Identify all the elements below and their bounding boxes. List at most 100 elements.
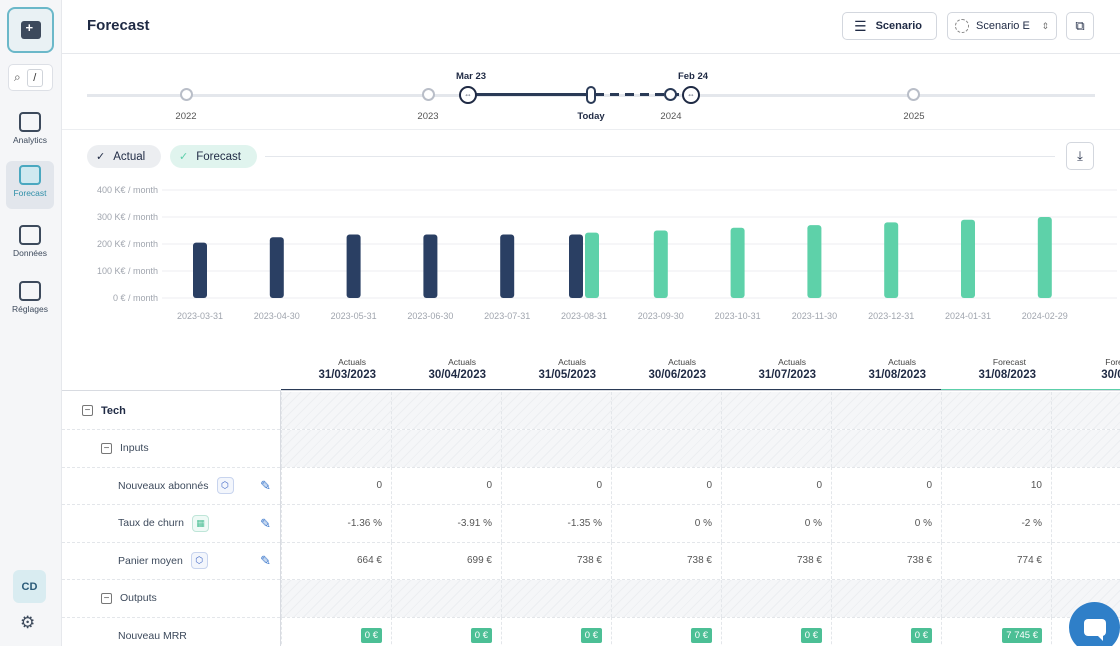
database-icon <box>19 225 41 245</box>
column-date: 30/06/2023 <box>648 369 706 381</box>
scenario-button[interactable]: ☰ Scenario <box>842 12 937 40</box>
table-cell[interactable]: -3.91 % <box>391 504 501 542</box>
column-header: Forecast 31/08/2023 <box>941 357 1051 391</box>
edit-icon[interactable]: ✎ <box>260 553 271 568</box>
chart-x-tick-label: 2024-01-31 <box>945 311 991 321</box>
avatar[interactable]: CD <box>13 570 46 603</box>
table-cell[interactable]: 0 <box>281 467 391 504</box>
table-cell[interactable]: 774 € <box>941 542 1051 579</box>
sliders-icon <box>19 281 41 301</box>
timeline-node-2025[interactable] <box>907 88 920 101</box>
table-cell[interactable]: 699 € <box>391 542 501 579</box>
table-cell <box>281 392 391 429</box>
column-kind: Forecas <box>1105 357 1120 367</box>
table-cell[interactable]: 0 <box>611 467 721 504</box>
edit-icon[interactable]: ✎ <box>260 515 271 531</box>
value-badge: 0 € <box>690 628 712 643</box>
sidebar-item-reglages[interactable]: Réglages <box>6 277 54 325</box>
chart-bar-actual <box>269 237 284 298</box>
timeline-node-2023[interactable] <box>422 88 435 101</box>
table-cell[interactable]: 0 <box>831 467 941 504</box>
table-cell: 0 € <box>281 617 391 646</box>
table-cell <box>611 392 721 429</box>
timeline-forecast-range <box>595 93 691 96</box>
timeline-node-2024[interactable] <box>664 88 677 101</box>
table-cell[interactable] <box>1051 467 1120 504</box>
row-label-cell[interactable]: − Inputs <box>62 430 281 467</box>
table-row: Panier moyen ⬡ ✎ 664 €699 €738 €738 €738 €7… <box>62 542 1120 580</box>
chart-bar-actual <box>193 242 207 298</box>
table-cell: 0 € <box>831 617 941 646</box>
row-label-cell[interactable]: − Tech <box>62 392 281 429</box>
sidebar-item-donnees[interactable]: Données <box>6 221 54 269</box>
formula-icon[interactable]: ⬡ <box>216 477 234 494</box>
chart-x-tick-label: 2023-09-30 <box>638 311 684 321</box>
collapse-icon[interactable]: − <box>101 442 112 454</box>
chart-x-tick-label: 2023-06-30 <box>407 311 453 321</box>
table-row: − Outputs <box>62 579 1120 618</box>
chart-x-tick-label: 2023-05-31 <box>331 311 377 321</box>
timeline-actual-range <box>469 93 591 96</box>
table-cell <box>941 579 1051 617</box>
sidebar-item-label: Réglages <box>12 304 48 314</box>
timeline-start-tag: Mar 23 <box>455 71 487 82</box>
column-header: Actuals 31/08/2023 <box>831 357 941 391</box>
table-cell <box>281 429 391 467</box>
table-cell[interactable]: 0 <box>391 467 501 504</box>
table-cell <box>391 392 501 429</box>
chart-bar-forecast <box>961 219 975 298</box>
sidebar: ⌕ / Analytics Forecast Données Réglages … <box>0 0 62 646</box>
search-button[interactable]: ⌕ / <box>8 64 53 91</box>
legend-forecast-toggle[interactable]: ✓ Forecast <box>170 145 257 168</box>
table-cell[interactable]: 10 <box>941 467 1051 504</box>
timeline-start-handle[interactable]: ⇔ <box>459 86 477 104</box>
menu-icon: ☰ <box>854 17 867 34</box>
collapse-icon[interactable]: − <box>82 405 93 416</box>
scenario-select[interactable]: Scenario E ⇕ <box>947 12 1057 40</box>
timeline-end-handle[interactable]: ⇔ <box>682 86 700 104</box>
table-cell[interactable]: 0 % <box>721 504 831 542</box>
column-kind: Actuals <box>338 357 366 367</box>
table-cell[interactable]: 0 % <box>831 504 941 542</box>
table-cell[interactable]: -1.35 % <box>501 504 611 542</box>
table-cell[interactable] <box>1051 542 1120 579</box>
table-cell[interactable]: -1.36 % <box>281 504 391 542</box>
sidebar-item-label: Forecast <box>13 188 47 198</box>
copy-button[interactable]: ⧉ <box>1066 12 1094 40</box>
timeline: ⇔ ⇔ Mar 23 Feb 24 2022 2023 Today 2024 2… <box>87 60 1095 130</box>
table-cell[interactable]: 0 <box>721 467 831 504</box>
table-cell <box>1051 429 1120 467</box>
chart-bar-forecast <box>730 227 745 298</box>
table-cell[interactable]: 0 <box>501 467 611 504</box>
legend-actual-toggle[interactable]: ✓ Actual <box>87 145 161 168</box>
table-row: − Inputs <box>62 429 1120 468</box>
forecast-chart: 400 K€ / month 300 K€ / month 200 K€ / mon… <box>97 185 1117 321</box>
table-cell[interactable] <box>1051 504 1120 542</box>
sidebar-item-forecast[interactable]: Forecast <box>6 161 54 209</box>
search-shortcut: / <box>26 68 43 87</box>
table-cell[interactable]: -2 % <box>941 504 1051 542</box>
app-logo[interactable] <box>7 7 54 53</box>
table-cell <box>831 392 941 429</box>
table-cell[interactable]: 738 € <box>611 542 721 579</box>
chart-y-tick-label: 0 € / month <box>113 293 158 303</box>
timeline-node-2022[interactable] <box>180 88 193 101</box>
table-cell[interactable]: 738 € <box>831 542 941 579</box>
collapse-icon[interactable]: − <box>101 592 112 604</box>
table-cell[interactable]: 738 € <box>501 542 611 579</box>
gear-icon[interactable]: ⚙ <box>20 613 36 632</box>
chart-bar-forecast <box>585 232 599 298</box>
table-cell[interactable]: 0 % <box>611 504 721 542</box>
edit-icon[interactable]: ✎ <box>260 478 271 493</box>
formula-icon[interactable]: ⬡ <box>190 552 208 569</box>
row-label-cell[interactable]: − Outputs <box>62 580 281 617</box>
download-button[interactable]: ⤓ <box>1066 142 1094 170</box>
sidebar-item-analytics[interactable]: Analytics <box>6 108 54 156</box>
check-icon: ✓ <box>96 151 106 163</box>
table-cell <box>831 579 941 617</box>
table-cell[interactable]: 664 € <box>281 542 391 579</box>
chat-button[interactable] <box>1069 602 1120 646</box>
download-icon: ⤓ <box>1077 148 1083 163</box>
table-icon[interactable]: ▦ <box>191 514 209 532</box>
table-cell[interactable]: 738 € <box>721 542 831 579</box>
